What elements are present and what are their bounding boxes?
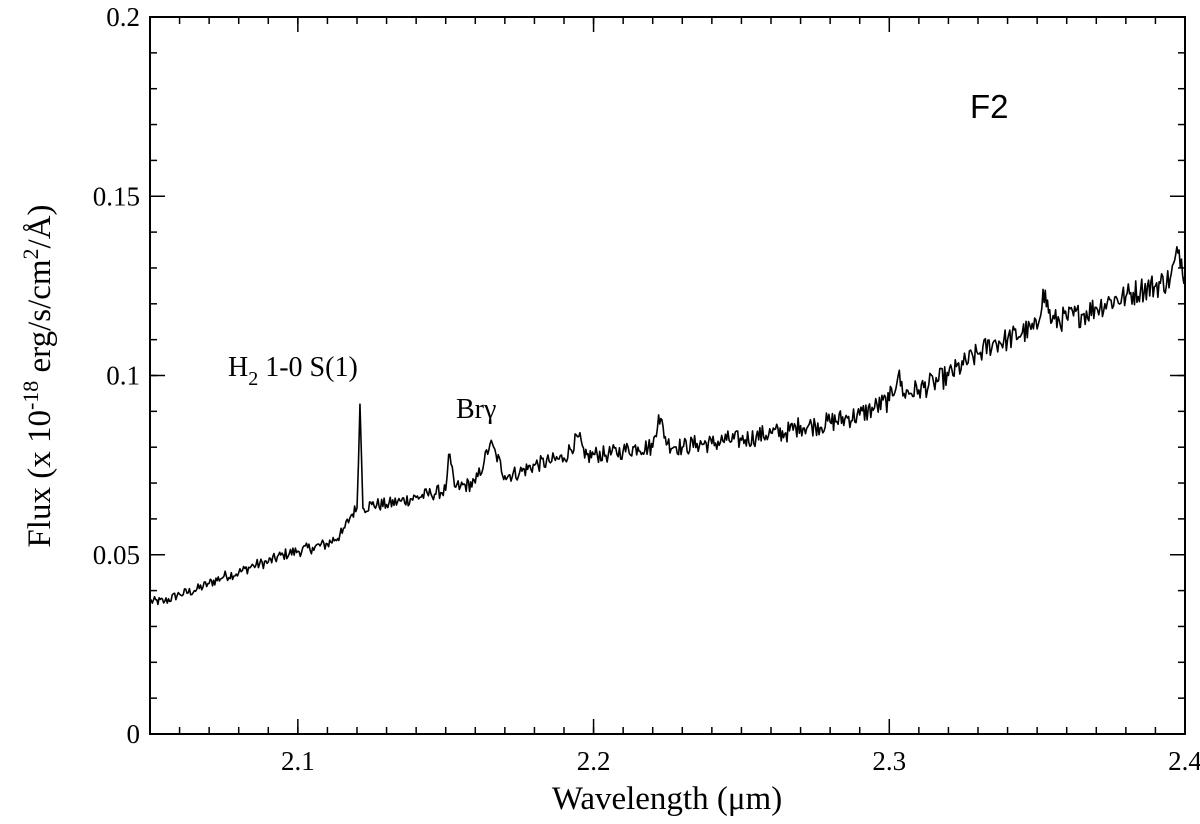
x-axis-title: Wavelength (μm): [552, 781, 782, 817]
annotation-brgamma-line: Brγ: [456, 394, 496, 425]
x-tick-label: 2.4: [1168, 746, 1200, 776]
tick-labels: 2.1 2.2 2.3 2.4 0 0.05 0.1 0.15 0.2: [93, 2, 1200, 776]
panel-label: F2: [970, 88, 1009, 125]
spectrum-line: [149, 246, 1186, 606]
annotation-h2-rest: 1-0 S(1): [258, 352, 358, 383]
axis-ticks: [149, 16, 1186, 735]
x-tick-label: 2.1: [281, 746, 315, 776]
y-axis-title-exp2: 2: [18, 248, 43, 259]
y-axis-title-tail: /Å): [21, 204, 58, 248]
y-tick-label: 0.2: [106, 2, 140, 32]
y-tick-label: 0: [127, 719, 141, 749]
x-tick-label: 2.2: [577, 746, 611, 776]
y-axis-title-unit: erg/s/cm: [22, 259, 58, 381]
annotation-h2-sub: 2: [248, 368, 258, 390]
y-axis-title: Flux (x 10-18 erg/s/cm2/Å): [18, 204, 58, 547]
x-tick-label: 2.3: [872, 746, 906, 776]
y-tick-label: 0.1: [106, 361, 140, 391]
annotation-h2-line: H2 1-0 S(1): [228, 352, 358, 390]
y-axis-title-main: Flux (x 10: [22, 410, 58, 548]
y-tick-label: 0.05: [93, 540, 140, 570]
annotation-h2-base: H: [228, 352, 248, 383]
y-tick-label: 0.15: [93, 181, 140, 211]
y-axis-title-exp: -18: [18, 381, 43, 410]
